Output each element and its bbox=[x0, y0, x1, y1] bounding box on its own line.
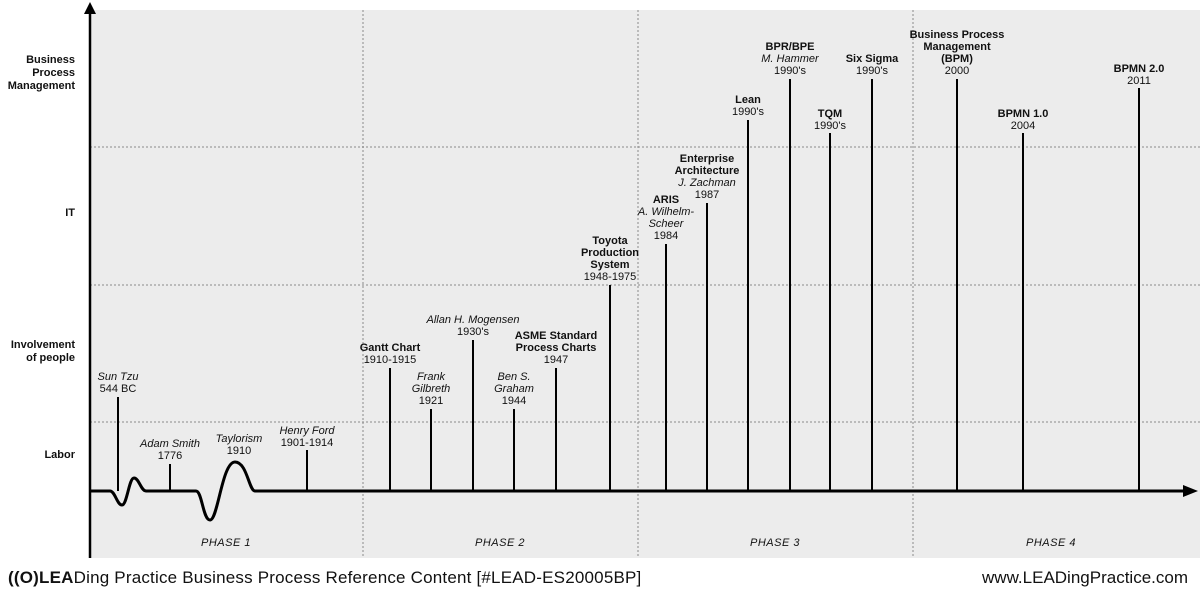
event-tqm: TQM 1990's bbox=[745, 108, 915, 132]
event-date: 1990's bbox=[773, 65, 807, 77]
event-title: Enterprise Architecture bbox=[674, 153, 740, 177]
event-date: 1776 bbox=[157, 450, 183, 462]
event-author: Sun Tzu bbox=[97, 371, 139, 383]
event-bpmn-2: BPMN 2.0 2011 bbox=[1054, 63, 1200, 87]
event-title: BPMN 1.0 bbox=[997, 108, 1049, 120]
footer-reference: Ding Practice Business Process Reference… bbox=[73, 568, 642, 587]
event-author: Taylorism bbox=[215, 433, 263, 445]
event-author: J. Zachman bbox=[678, 177, 736, 189]
event-bpmn-1: BPMN 1.0 2004 bbox=[938, 108, 1108, 132]
event-date: 1987 bbox=[694, 189, 720, 201]
event-date: 1990's bbox=[855, 65, 889, 77]
event-date: 1930's bbox=[456, 326, 490, 338]
event-author: Henry Ford bbox=[279, 425, 335, 437]
event-title: Lean bbox=[735, 94, 761, 106]
event-asme: ASME Standard Process Charts 1947 bbox=[471, 330, 641, 366]
event-date: 1910 bbox=[226, 445, 252, 457]
footer-title: ((O)LEADing Practice Business Process Re… bbox=[8, 568, 641, 588]
event-title: TQM bbox=[817, 108, 843, 120]
event-aris: ARIS A. Wilhelm- Scheer 1984 bbox=[581, 194, 751, 242]
y-label-involvement: Involvement of people bbox=[10, 339, 75, 364]
event-graham: Ben S. Graham 1944 bbox=[429, 371, 599, 407]
event-date: 1910-1915 bbox=[363, 354, 417, 366]
event-author: Ben S. Graham bbox=[494, 371, 534, 395]
event-date: 1990's bbox=[813, 120, 847, 132]
event-title: Toyota Production System bbox=[580, 235, 640, 271]
event-sun-tzu: Sun Tzu 544 BC bbox=[33, 371, 203, 395]
event-henry-ford: Henry Ford 1901-1914 bbox=[222, 425, 392, 449]
event-toyota: Toyota Production System 1948-1975 bbox=[525, 235, 695, 283]
event-date: 1984 bbox=[653, 230, 679, 242]
event-date: 2000 bbox=[944, 65, 970, 77]
y-label-bpm: Business Process Management bbox=[7, 54, 75, 92]
event-author: Allan H. Mogensen bbox=[426, 314, 520, 326]
event-date: 1947 bbox=[543, 354, 569, 366]
event-enterprise-architecture: Enterprise Architecture J. Zachman 1987 bbox=[622, 153, 792, 201]
plot-background bbox=[90, 10, 1200, 558]
event-date: 1921 bbox=[418, 395, 444, 407]
timeline-arrowhead bbox=[1183, 485, 1198, 497]
event-title: ASME Standard Process Charts bbox=[514, 330, 598, 354]
event-date: 1948-1975 bbox=[583, 271, 637, 283]
event-title: ARIS bbox=[652, 194, 680, 206]
event-lean: Lean 1990's bbox=[663, 94, 833, 118]
event-adam-smith: Adam Smith 1776 bbox=[85, 438, 255, 462]
event-author: Adam Smith bbox=[140, 438, 200, 450]
event-author: Frank Gilbreth bbox=[411, 371, 451, 395]
event-title: Gantt Chart bbox=[359, 342, 421, 354]
timeline-axis bbox=[90, 460, 1185, 522]
event-date: 1944 bbox=[501, 395, 527, 407]
phase-label-3: PHASE 3 bbox=[750, 537, 800, 549]
event-bpm: Business Process Management (BPM) 2000 bbox=[872, 29, 1042, 77]
event-gilbreth: Frank Gilbreth 1921 bbox=[346, 371, 516, 407]
event-gantt-chart: Gantt Chart 1910-1915 bbox=[305, 342, 475, 366]
event-date: 1901-1914 bbox=[280, 437, 334, 449]
y-label-labor: Labor bbox=[44, 449, 75, 461]
event-date: 544 BC bbox=[99, 383, 137, 395]
event-title: BPMN 2.0 bbox=[1113, 63, 1165, 75]
phase-label-1: PHASE 1 bbox=[201, 537, 251, 549]
phase-label-2: PHASE 2 bbox=[475, 537, 525, 549]
y-label-it: IT bbox=[65, 207, 75, 219]
event-date: 2004 bbox=[1010, 120, 1036, 132]
event-date: 1990's bbox=[731, 106, 765, 118]
event-date: 2011 bbox=[1127, 75, 1151, 87]
event-title: Six Sigma bbox=[845, 53, 899, 65]
event-taylorism: Taylorism 1910 bbox=[154, 433, 324, 457]
footer-website[interactable]: www.LEADingPractice.com bbox=[982, 568, 1188, 587]
brand-mark: ((O)LEA bbox=[8, 568, 74, 587]
phase-label-4: PHASE 4 bbox=[1026, 537, 1076, 549]
event-bpr-bpe: BPR/BPE M. Hammer 1990's bbox=[705, 41, 875, 77]
event-title: Business Process Management (BPM) bbox=[909, 29, 1005, 65]
y-axis-arrowhead bbox=[84, 2, 96, 14]
event-title: BPR/BPE bbox=[765, 41, 815, 53]
event-author: A. Wilhelm- Scheer bbox=[637, 206, 695, 230]
event-mogensen: Allan H. Mogensen 1930's bbox=[388, 314, 558, 338]
event-author: M. Hammer bbox=[761, 53, 819, 65]
event-six-sigma: Six Sigma 1990's bbox=[787, 53, 957, 77]
